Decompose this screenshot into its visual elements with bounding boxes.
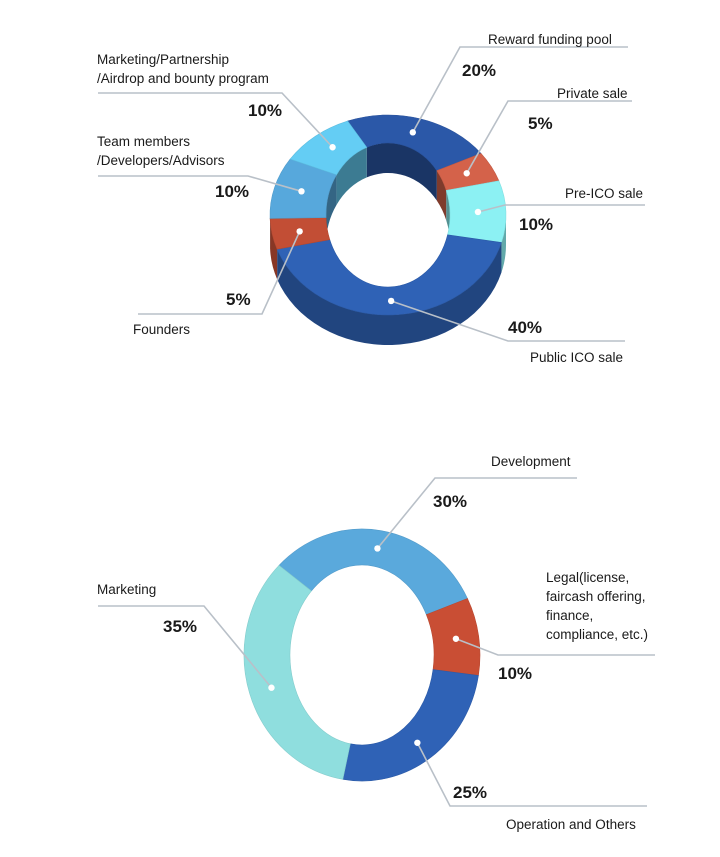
slice-percent: 5% [226,290,251,309]
slice-marketing[interactable] [289,120,368,176]
leader-line [412,46,628,133]
leader-line [98,605,273,689]
leader-line [376,477,577,549]
inner-side-team [326,174,337,245]
slice-label: Founders [133,322,190,337]
slice-percent: 40% [508,318,542,337]
leader-dot [296,228,303,235]
slice-percent: 35% [163,617,197,636]
slice-development[interactable] [278,528,468,616]
leader-line [477,204,645,213]
slice-label: Legal(license, [546,570,629,585]
slice-percent: 10% [248,101,282,120]
inner-side-marketing [336,147,367,205]
leader-line [98,92,334,148]
slice-public[interactable] [276,234,502,316]
slice-label: Pre-ICO sale [565,186,643,201]
slice-label: Private sale [557,86,628,101]
slice-percent: 25% [453,783,487,802]
slice-percent: 10% [498,664,532,683]
leader-dot [452,635,460,642]
token-allocation-donut: Reward funding pool 20% Private sale 5% Pre-… [97,32,645,365]
leader-dot [374,545,381,552]
slice-label: faircash offering, [546,589,646,604]
donut-top [243,528,481,782]
leader-dot [329,144,336,151]
leader-dot [409,129,416,136]
slice-label: finance, [546,608,593,623]
leader-line [455,638,655,656]
slice-percent: 5% [528,114,553,133]
slice-operation[interactable] [342,669,479,782]
leader-dot [298,188,305,195]
slice-label: Marketing/Partnership [97,52,229,67]
leader-dot [414,739,421,746]
slice-label: /Airdrop and bounty program [97,71,269,86]
leader-dot [268,684,275,691]
slice-marketing[interactable] [243,564,351,780]
slice-percent: 30% [433,492,467,511]
leader-line [416,742,647,807]
callout-legal: Legal(license, faircash offering, finance,… [452,570,655,683]
leader-line [98,175,302,193]
leader-dot [463,170,470,177]
slice-label: Team members [97,134,190,149]
slice-label: Marketing [97,582,156,597]
callout-private: Private sale 5% [463,86,632,177]
slice-percent: 10% [215,182,249,201]
leader-line [390,300,625,342]
callout-preico: Pre-ICO sale 10% [474,186,645,234]
callout-public: Public ICO sale 40% [387,297,625,365]
slice-percent: 20% [462,61,496,80]
callout-marketing: Marketing/Partnership/Airdrop and bounty… [97,52,336,151]
slice-label: Reward funding pool [488,32,612,47]
leader-dot [387,297,395,305]
leader-line [138,231,301,315]
inner-side-reward [366,143,437,201]
slice-label: Public ICO sale [530,350,623,365]
slice-percent: 10% [519,215,553,234]
slice-label: /Developers/Advisors [97,153,225,168]
donut-top [269,114,507,316]
callout-operation: Operation and Others 25% [414,739,647,832]
callout-development: Development 30% [374,454,577,552]
leader-line [466,100,632,174]
callout-reward: Reward funding pool 20% [409,32,628,136]
fund-usage-donut: Development 30% Legal(license, faircash off… [97,454,655,832]
callout-team: Team members/Developers/Advisors 10% [97,134,305,201]
inner-side-private [436,170,447,221]
leader-dot [474,208,482,216]
slice-label: compliance, etc.) [546,627,648,642]
slice-label: Development [491,454,571,469]
callout-founders: Founders 5% [133,228,303,337]
callout-marketing: Marketing 35% [97,582,275,691]
slice-label: Operation and Others [506,817,636,832]
